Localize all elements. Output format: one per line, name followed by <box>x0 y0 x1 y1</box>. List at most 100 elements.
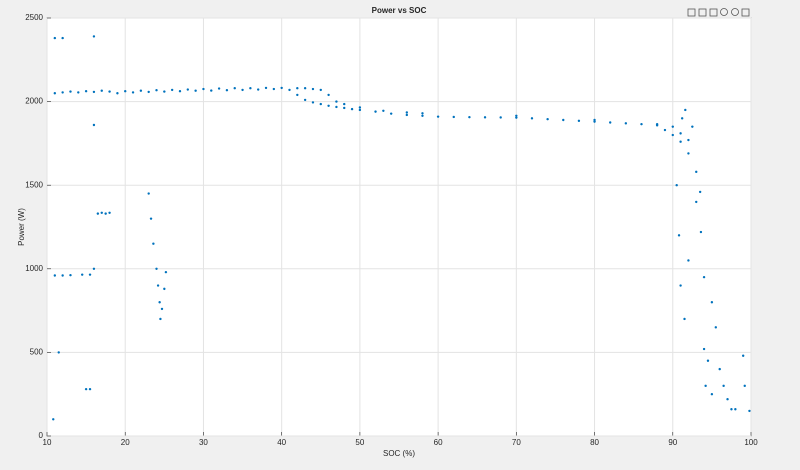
y-tick-label: 1000 <box>25 264 43 273</box>
data-point <box>272 87 276 91</box>
data-point <box>124 90 127 93</box>
data-point <box>499 116 502 119</box>
data-point <box>319 88 322 92</box>
data-point <box>147 192 150 195</box>
data-point <box>104 212 107 215</box>
x-tick-label: 50 <box>355 438 364 447</box>
data-point <box>77 91 80 94</box>
data-point <box>702 275 706 279</box>
tool-icon[interactable] <box>731 8 739 16</box>
toolbar[interactable] <box>687 8 750 17</box>
data-point <box>734 408 737 411</box>
data-point <box>577 119 581 123</box>
data-point <box>530 117 534 120</box>
y-tick-label: 500 <box>30 348 44 357</box>
data-point <box>679 140 682 143</box>
data-point <box>84 387 88 391</box>
data-point <box>156 284 160 287</box>
data-point <box>382 109 385 112</box>
data-point <box>671 133 674 137</box>
x-tick-label: 90 <box>668 438 677 447</box>
y-tick-label: 2000 <box>25 97 43 106</box>
tool-icon[interactable] <box>687 8 696 17</box>
data-point <box>718 367 721 371</box>
data-point <box>147 90 150 94</box>
x-tick-label: 20 <box>121 438 130 447</box>
data-point <box>421 114 424 118</box>
data-point <box>663 128 667 132</box>
data-point <box>319 102 322 106</box>
data-point <box>593 118 596 122</box>
data-point <box>155 89 158 92</box>
data-point <box>468 115 471 119</box>
chart-title: Power vs SOC <box>372 6 427 15</box>
data-point <box>655 122 659 126</box>
data-point <box>163 287 166 291</box>
plot-area <box>46 17 752 437</box>
data-point <box>155 267 158 270</box>
data-point <box>92 90 96 94</box>
x-tick-label: 80 <box>590 438 599 447</box>
x-tick-label: 70 <box>512 438 521 447</box>
data-point <box>722 384 725 388</box>
data-point <box>69 90 72 93</box>
tool-icon[interactable] <box>709 8 718 17</box>
data-point <box>170 88 174 92</box>
data-point <box>52 418 55 421</box>
data-point <box>296 87 299 90</box>
data-point <box>288 88 291 92</box>
data-point <box>343 106 346 110</box>
y-tick-label: 0 <box>39 431 44 440</box>
data-point <box>684 108 687 112</box>
data-point <box>57 351 60 354</box>
x-tick-label: 60 <box>434 438 443 447</box>
data-point <box>358 106 362 109</box>
data-point <box>158 301 161 304</box>
data-point <box>421 112 424 115</box>
data-point <box>88 273 92 276</box>
data-point <box>679 284 682 287</box>
data-point <box>159 317 162 321</box>
data-point <box>264 86 268 90</box>
data-point <box>687 152 690 155</box>
data-point <box>675 184 678 187</box>
data-point <box>88 387 92 391</box>
data-point <box>335 100 338 103</box>
data-point <box>483 116 487 119</box>
data-point <box>233 87 236 90</box>
data-point <box>139 89 143 92</box>
data-point <box>81 273 84 276</box>
data-point <box>695 170 698 174</box>
x-axis-label: SOC (%) <box>383 449 415 458</box>
data-point <box>683 317 686 321</box>
tool-icon[interactable] <box>741 8 750 17</box>
data-point <box>624 122 628 125</box>
data-point <box>748 409 751 413</box>
data-point <box>92 35 96 38</box>
y-axis-label: Power (W) <box>17 208 26 246</box>
data-point <box>726 398 729 401</box>
data-point <box>194 89 197 92</box>
data-point <box>53 274 57 277</box>
data-point <box>405 113 409 117</box>
data-point <box>303 87 307 90</box>
data-point <box>691 125 694 128</box>
data-point <box>515 116 518 119</box>
data-point <box>702 347 706 351</box>
data-point <box>53 92 57 95</box>
data-point <box>350 107 354 111</box>
data-point <box>96 212 100 215</box>
data-point <box>100 89 103 92</box>
data-point <box>515 114 518 118</box>
data-point <box>710 301 714 304</box>
data-point <box>343 102 346 106</box>
data-point <box>61 36 64 40</box>
data-point <box>131 91 135 94</box>
data-point <box>149 217 153 220</box>
tool-icon[interactable] <box>698 8 707 17</box>
tool-icon[interactable] <box>720 8 728 16</box>
data-point <box>100 211 103 214</box>
data-point <box>61 91 64 94</box>
data-point <box>546 117 549 121</box>
data-point <box>389 112 393 115</box>
